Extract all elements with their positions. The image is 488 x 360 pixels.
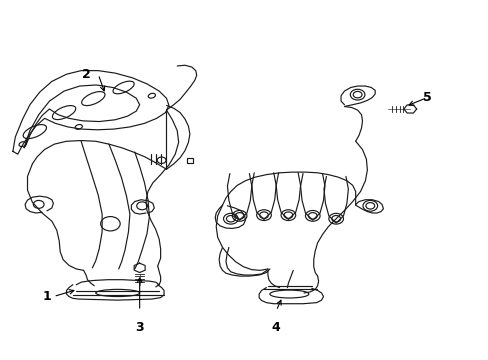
Text: 2: 2 xyxy=(81,68,90,81)
Text: 3: 3 xyxy=(135,320,143,333)
Text: 1: 1 xyxy=(42,290,51,303)
Text: 5: 5 xyxy=(422,91,431,104)
Text: 4: 4 xyxy=(271,320,280,333)
